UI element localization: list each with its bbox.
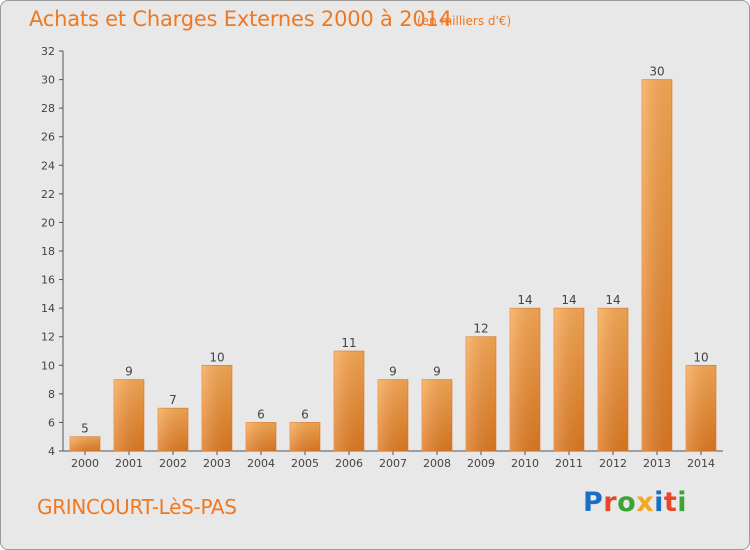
y-tick-label: 32 (41, 45, 55, 58)
logo-letter: o (617, 487, 637, 518)
x-tick-label: 2003 (203, 457, 231, 470)
bar-shade-2004 (246, 422, 276, 451)
chart-subtitle: (en milliers d'€) (417, 14, 512, 28)
logo-letter: i (677, 487, 688, 518)
bar-shade-2003 (202, 365, 232, 451)
data-label: 11 (341, 336, 356, 350)
data-label: 9 (389, 365, 397, 379)
bar-shade-2006 (334, 351, 364, 451)
chart-title: Achats et Charges Externes 2000 à 2014 (29, 7, 452, 31)
data-label: 10 (209, 350, 224, 364)
bar-shade-2013 (642, 79, 672, 452)
y-tick-label: 14 (41, 302, 55, 315)
data-label: 10 (693, 350, 708, 364)
x-tick-label: 2009 (467, 457, 495, 470)
bar-shade-2005 (290, 422, 320, 451)
data-label: 6 (257, 407, 265, 421)
data-label: 9 (125, 365, 133, 379)
data-label: 5 (81, 422, 89, 436)
x-tick-label: 2000 (71, 457, 99, 470)
x-tick-label: 2001 (115, 457, 143, 470)
x-tick-label: 2013 (643, 457, 671, 470)
bars-layer (69, 79, 717, 452)
x-tick-label: 2004 (247, 457, 275, 470)
y-tick-label: 10 (41, 359, 55, 372)
y-tick-label: 8 (48, 388, 55, 401)
data-label: 30 (649, 65, 664, 79)
bar-shade-2001 (114, 379, 144, 451)
logo-letter: r (603, 487, 618, 518)
data-label: 14 (517, 293, 532, 307)
bar-shade-2014 (686, 365, 716, 451)
x-tick-label: 2011 (555, 457, 583, 470)
x-tick-label: 2005 (291, 457, 319, 470)
proxiti-logo: Proxiti (583, 487, 687, 518)
bar-shade-2011 (554, 308, 584, 451)
labels-layer: 2000 5 2001 9 2002 7 2003 10 2004 6 2005 6 2006 11 200… (71, 65, 715, 470)
logo-letter: x (636, 487, 655, 518)
logo-letter: i (654, 487, 664, 518)
y-tick-label: 22 (41, 188, 55, 201)
x-tick-label: 2008 (423, 457, 451, 470)
y-tick-label: 6 (48, 416, 55, 429)
x-tick-label: 2006 (335, 457, 363, 470)
data-label: 6 (301, 407, 309, 421)
bar-shade-2009 (466, 336, 496, 451)
x-tick-label: 2012 (599, 457, 627, 470)
bar-shade-2000 (70, 436, 100, 451)
y-tick-label: 24 (41, 159, 55, 172)
x-tick-label: 2007 (379, 457, 407, 470)
data-label: 7 (169, 393, 177, 407)
data-label: 14 (561, 293, 576, 307)
y-tick-label: 16 (41, 274, 55, 287)
bar-shade-2007 (378, 379, 408, 451)
bar-shade-2008 (422, 379, 452, 451)
x-tick-label: 2014 (687, 457, 715, 470)
logo-letter: P (583, 487, 604, 518)
bar-shade-2002 (158, 408, 188, 451)
y-tick-label: 30 (41, 74, 55, 87)
commune-name: GRINCOURT-LèS-PAS (37, 495, 237, 519)
bar-shade-2012 (598, 308, 628, 451)
y-tick-label: 18 (41, 245, 55, 258)
y-tick-label: 20 (41, 216, 55, 229)
x-tick-label: 2002 (159, 457, 187, 470)
data-label: 12 (473, 322, 488, 336)
data-label: 14 (605, 293, 620, 307)
y-tick-label: 12 (41, 331, 55, 344)
logo-letter: t (663, 487, 678, 518)
y-tick-label: 4 (48, 445, 55, 458)
x-tick-label: 2010 (511, 457, 539, 470)
y-tick-label: 28 (41, 102, 55, 115)
y-tick-label: 26 (41, 131, 55, 144)
bar-shade-2010 (510, 308, 540, 451)
data-label: 9 (433, 365, 441, 379)
